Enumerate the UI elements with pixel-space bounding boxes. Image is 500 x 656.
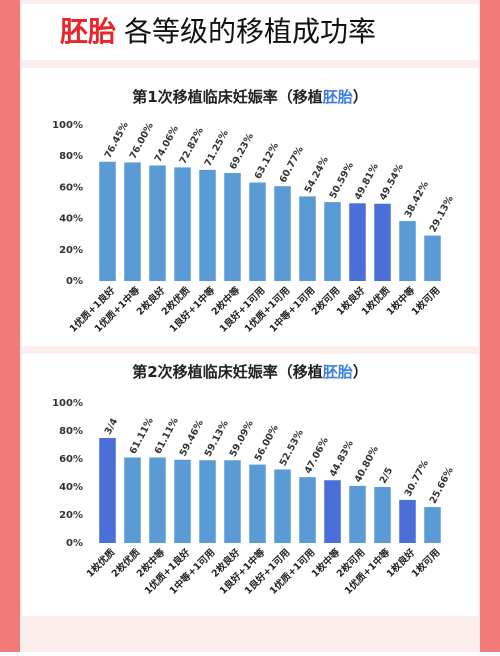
title-part: 胚胎 xyxy=(323,363,353,381)
y-tick-label: 20% xyxy=(59,245,83,256)
bar xyxy=(424,507,441,543)
bar xyxy=(174,459,191,543)
header-panel xyxy=(22,4,478,60)
title-part: 第2次移植临床妊娠率（移植 xyxy=(132,363,322,381)
y-tick-label: 40% xyxy=(59,214,83,225)
bar xyxy=(124,457,141,543)
header-text: 各等级的移植成功率 xyxy=(124,15,376,48)
bar xyxy=(374,203,391,281)
y-tick-label: 20% xyxy=(59,510,83,521)
bar xyxy=(149,457,166,543)
y-tick-label: 100% xyxy=(52,398,83,409)
bar xyxy=(249,182,266,281)
bar xyxy=(174,167,191,281)
y-tick-label: 60% xyxy=(59,182,83,193)
header-title: 胚胎 各等级的移植成功率 xyxy=(60,15,376,48)
y-tick-label: 60% xyxy=(59,454,83,465)
y-tick-label: 0% xyxy=(66,538,83,549)
chart-title: 第2次移植临床妊娠率（移植胚胎） xyxy=(132,363,367,381)
title-part: 胚胎 xyxy=(323,88,353,106)
y-tick-label: 80% xyxy=(59,426,83,437)
y-tick-label: 40% xyxy=(59,482,83,493)
bar xyxy=(149,165,166,281)
bar xyxy=(124,162,141,281)
bar xyxy=(199,169,216,281)
bar xyxy=(349,203,366,281)
bar xyxy=(424,235,441,281)
bar xyxy=(399,499,416,543)
bar xyxy=(249,464,266,543)
bar xyxy=(274,469,291,543)
bar xyxy=(224,460,241,543)
bar xyxy=(324,202,341,281)
header-highlight: 胚胎 xyxy=(60,15,116,48)
title-part: 第1次移植临床妊娠率（移植 xyxy=(132,88,322,106)
bar xyxy=(299,477,316,543)
bar xyxy=(99,161,116,281)
bar xyxy=(99,438,116,543)
bar xyxy=(199,460,216,543)
y-tick-label: 0% xyxy=(66,276,83,287)
bar xyxy=(399,221,416,281)
bar xyxy=(224,173,241,281)
title-part: ） xyxy=(353,88,368,106)
bar xyxy=(324,480,341,543)
bar xyxy=(299,196,316,281)
y-tick-label: 80% xyxy=(59,151,83,162)
title-part: ） xyxy=(353,363,368,381)
y-tick-label: 100% xyxy=(52,120,83,131)
bar xyxy=(349,485,366,543)
bar xyxy=(374,487,391,543)
bar xyxy=(274,186,291,281)
chart-title: 第1次移植临床妊娠率（移植胚胎） xyxy=(132,88,367,106)
